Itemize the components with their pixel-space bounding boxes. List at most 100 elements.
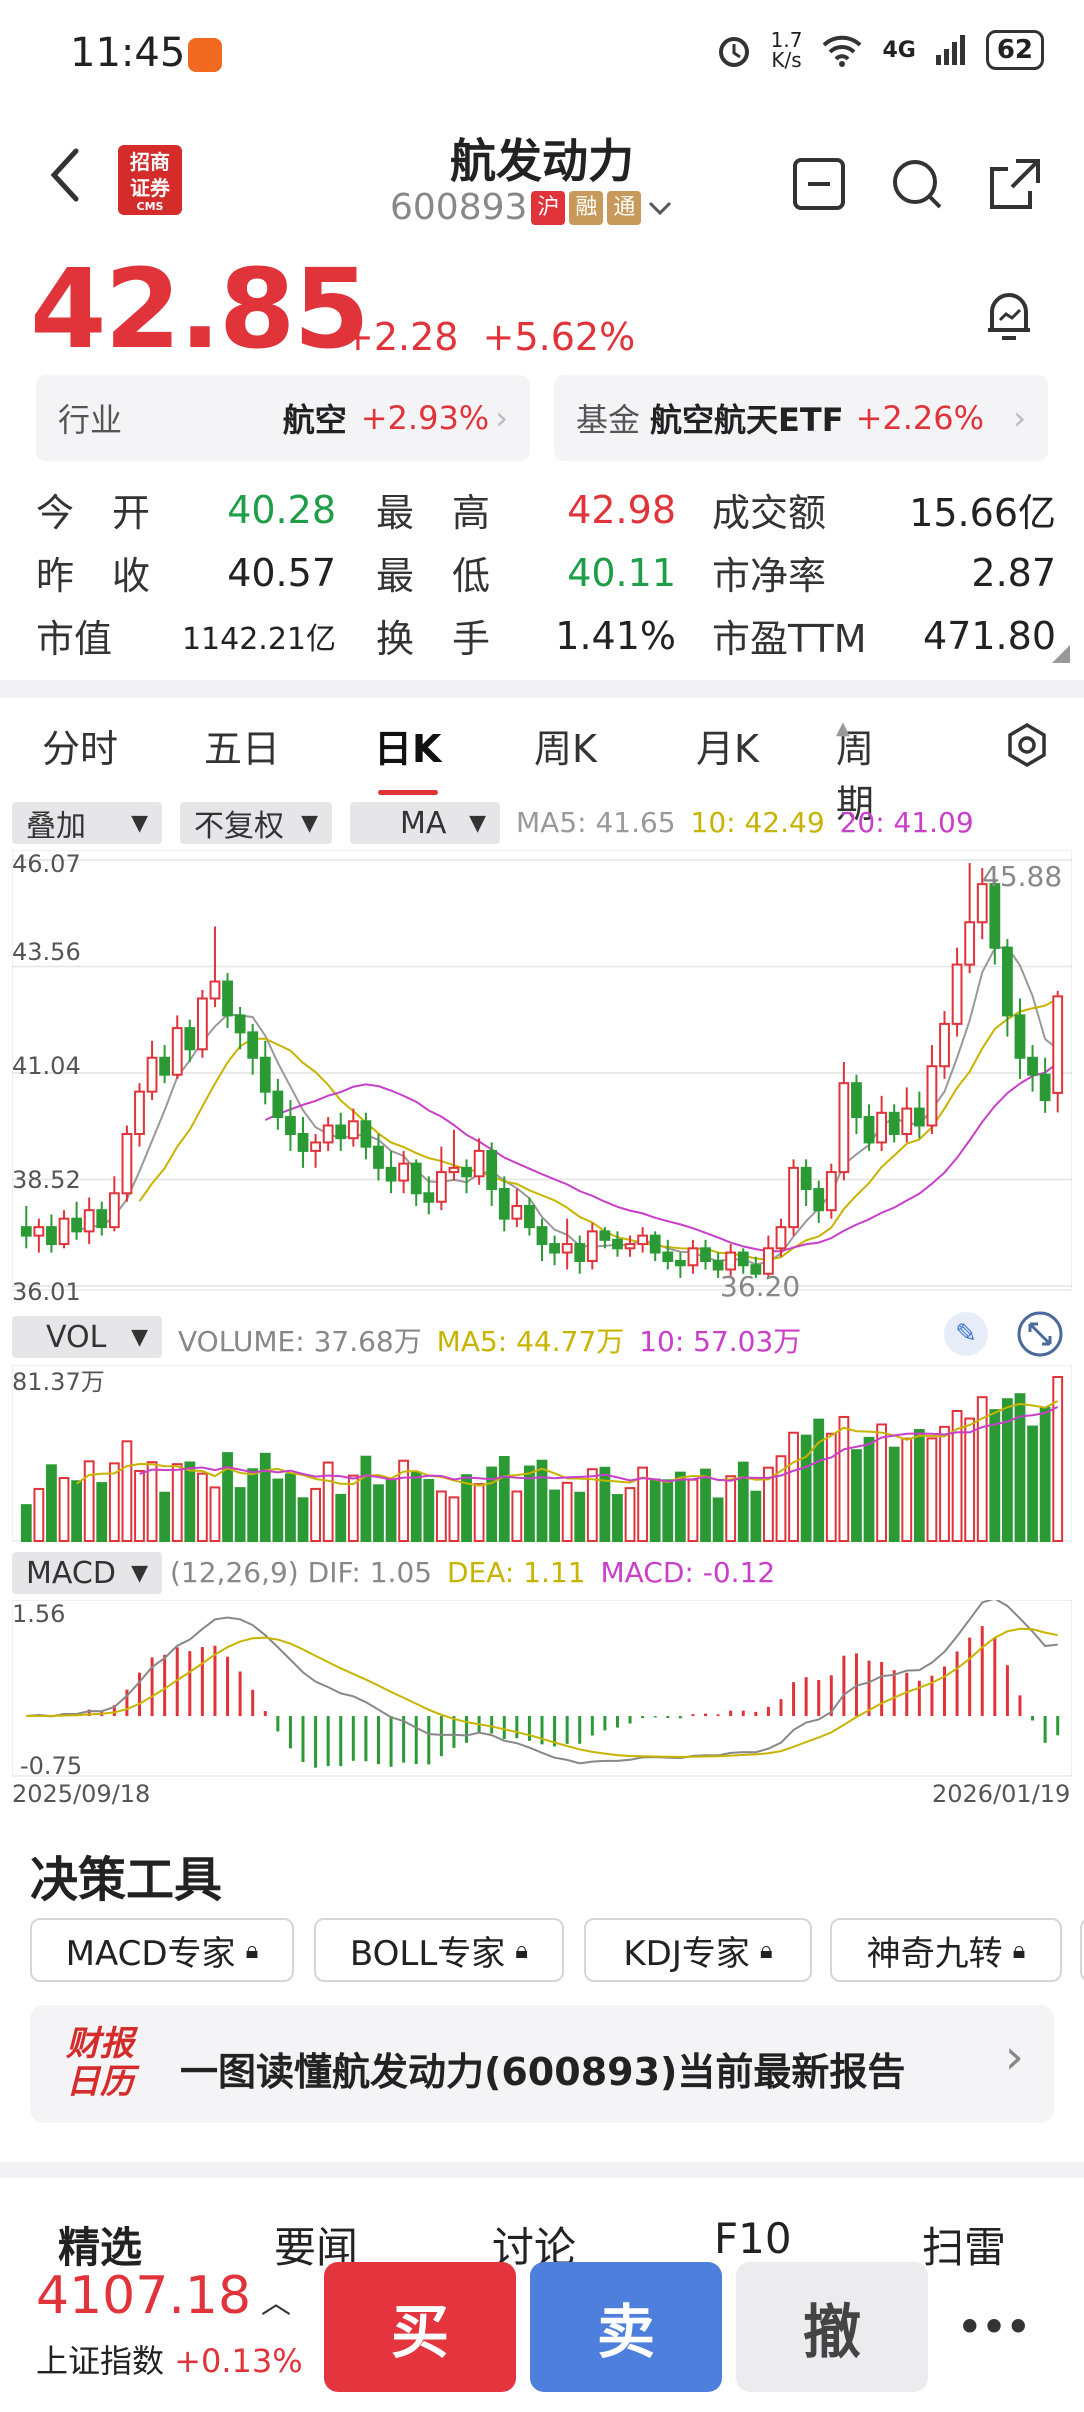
tab-five-day[interactable]: 五日 [204, 727, 281, 771]
macd-top-label: 1.56 [12, 1600, 66, 1628]
candle-body [863, 1116, 875, 1144]
candle-body [33, 1226, 45, 1237]
expand-corner-icon[interactable] [1052, 645, 1070, 663]
tab-intraday[interactable]: 分时 [42, 727, 119, 771]
candle-body [310, 1141, 321, 1152]
stat-label: 昨 收 [36, 554, 151, 598]
index-value[interactable]: 4107.18 ︿ [36, 2266, 292, 2326]
overlay-dropdown[interactable]: 叠加 ▼ [12, 802, 162, 844]
sell-button[interactable]: 卖 [530, 2262, 722, 2392]
price-change-row: +2.28 +5.62% [342, 315, 635, 359]
candle-body [511, 1204, 523, 1220]
tab-featured[interactable]: 精选 [58, 2223, 143, 2272]
lock-icon: 🔒︎ [515, 1936, 529, 1964]
buy-button[interactable]: 买 [324, 2262, 516, 2392]
volume-bar [310, 1487, 321, 1542]
volume-bar [146, 1461, 158, 1542]
adjust-dropdown[interactable]: 不复权 ▼ [180, 802, 332, 844]
candle-body [901, 1107, 913, 1135]
candle-body [851, 1082, 862, 1119]
tool-macd-expert[interactable]: MACD专家 🔒︎ [30, 1918, 294, 1982]
tab-weekly-k[interactable]: 周K [534, 727, 597, 771]
industry-chip[interactable]: 行业 航空 +2.93% › [36, 375, 530, 461]
tag-shanghai: 沪 [531, 190, 566, 225]
vol-dropdown[interactable]: VOL ▼ [12, 1316, 162, 1358]
vol-legend: VOLUME: 37.68万 MA5: 44.77万 10: 57.03万 [178, 1320, 801, 1360]
volume-bar [285, 1473, 296, 1542]
search-icon[interactable] [888, 155, 946, 213]
stat-label: 换 手 [376, 617, 491, 661]
candle-body [184, 1027, 196, 1051]
caret-down-icon: ▼ [301, 810, 318, 836]
macd-chart[interactable] [12, 1600, 1072, 1778]
volume-bar [763, 1466, 774, 1542]
candle-body [461, 1166, 472, 1178]
volume-bar [1027, 1425, 1038, 1542]
ma-legend: MA5: 41.65 10: 42.49 20: 41.09 [516, 806, 974, 839]
fund-chip[interactable]: 基金 航空航天ETF +2.26% › [554, 375, 1048, 461]
candle-body [322, 1124, 334, 1144]
volume-bar [83, 1460, 95, 1542]
volume-bar [851, 1449, 862, 1542]
candle-body [171, 1027, 183, 1076]
volume-bar [272, 1478, 284, 1543]
volume-chart[interactable] [12, 1365, 1072, 1545]
stat-label: 成交额 [712, 491, 827, 535]
more-button[interactable]: ••• [957, 2305, 1031, 2349]
wifi-icon [823, 35, 862, 67]
back-icon[interactable] [44, 145, 84, 205]
volume-bar [813, 1418, 825, 1542]
industry-label: 行业 [58, 401, 123, 439]
dea-value: DEA: 1.11 [446, 1556, 586, 1589]
tab-f10[interactable]: F10 [714, 2214, 792, 2263]
candle-body [1027, 1056, 1038, 1076]
macd-dropdown[interactable]: MACD ▼ [12, 1552, 162, 1594]
tool-boll-expert[interactable]: BOLL专家 🔒︎ [314, 1918, 564, 1982]
tool-kdj-expert[interactable]: KDJ专家 🔒︎ [584, 1918, 812, 1982]
price-alert-icon[interactable] [974, 280, 1044, 350]
volume-bar [863, 1436, 875, 1542]
high-price-label: 45.88 [982, 860, 1063, 893]
stats-row: 市值 1142.21亿 换 手 1.41% 市盈TTM 471.80 [36, 604, 1056, 667]
tool-magic-nine[interactable]: 神奇九转 🔒︎ [830, 1918, 1062, 1982]
volume-bar [108, 1462, 120, 1542]
tab-daily-k[interactable]: 日K [374, 727, 442, 771]
volume-bar [121, 1440, 133, 1542]
chevron-down-icon[interactable] [645, 193, 675, 223]
report-calendar-logo: 财报 日历 [66, 2024, 134, 2102]
stock-code-row[interactable]: 600893 沪 融 通 [390, 187, 675, 228]
remove-watchlist-icon[interactable] [790, 155, 848, 213]
quote-stats-grid[interactable]: 今 开 40.28 最 高 42.98 成交额 15.66亿昨 收 40.57 最 低 40.1… [36, 478, 1056, 667]
volume-bar [385, 1478, 397, 1542]
ma10-line [138, 997, 1059, 1261]
volume-bar [624, 1487, 636, 1542]
volume-bar [347, 1474, 359, 1542]
chevron-right-icon: › [1004, 2029, 1024, 2085]
tab-risk-scan[interactable]: 扫雷 [922, 2223, 1007, 2272]
candle-body [146, 1056, 158, 1093]
tool-more-pill[interactable] [1080, 1918, 1084, 1982]
volume-bar [196, 1472, 208, 1542]
macd-legend: (12,26,9) DIF: 1.05 DEA: 1.11 MACD: -0.1… [170, 1556, 775, 1589]
indicator-dropdown[interactable]: MA ▼ [350, 802, 500, 844]
earnings-report-banner[interactable]: 财报 日历 一图读懂航发动力(600893)当前最新报告 › [30, 2005, 1054, 2123]
candle-body [649, 1234, 661, 1254]
price-change-pct: +5.62% [482, 315, 636, 359]
candlestick-chart[interactable] [12, 850, 1072, 1310]
chart-settings-icon[interactable] [1004, 722, 1050, 768]
share-icon[interactable] [986, 155, 1044, 213]
volume-bar [574, 1491, 586, 1542]
tab-monthly-k[interactable]: 月K [696, 727, 759, 771]
volume-bar [1001, 1398, 1013, 1543]
volume-bar [926, 1437, 938, 1542]
candle-body [775, 1226, 787, 1250]
volume-bar [171, 1463, 183, 1542]
volume-bar [96, 1482, 108, 1543]
candle-body [1052, 995, 1064, 1094]
ma10-value: 10: 42.49 [690, 806, 825, 839]
volume-bar [498, 1456, 510, 1542]
draw-tool-button[interactable]: ✎ [944, 1312, 988, 1356]
cancel-order-button[interactable]: 撤 [736, 2262, 928, 2392]
fullscreen-icon[interactable] [1016, 1310, 1064, 1358]
section-divider [0, 680, 1084, 698]
